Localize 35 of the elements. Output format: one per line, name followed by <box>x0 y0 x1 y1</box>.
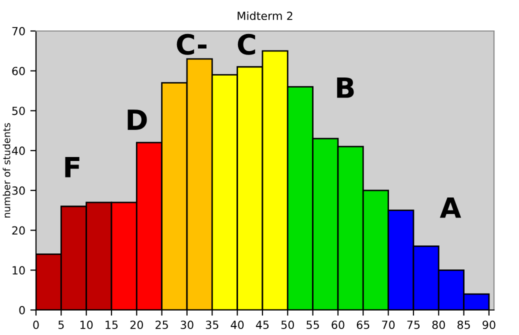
annotation: C <box>238 34 256 55</box>
x-tick-label: 45 <box>256 320 269 330</box>
x-tick-label: 0 <box>33 320 39 330</box>
x-tick-label: 25 <box>156 320 168 330</box>
annotation: B <box>337 78 354 98</box>
annotation: F <box>65 157 80 178</box>
x-tick-label: 80 <box>432 320 445 330</box>
y-tick-label: 60 <box>12 66 25 76</box>
x-tick-label: 70 <box>382 320 395 330</box>
annotation: C- <box>176 34 206 55</box>
x-tick-label: 35 <box>206 320 218 330</box>
y-tick-label: 70 <box>12 26 25 36</box>
annotation: A <box>440 197 462 218</box>
annotation: D <box>128 110 147 130</box>
x-tick-label: 15 <box>106 320 118 330</box>
x-tick-label: 55 <box>306 320 319 330</box>
x-tick-label: 90 <box>482 320 496 330</box>
x-tick-label: 85 <box>457 320 470 330</box>
y-tick-label: 30 <box>12 186 25 195</box>
x-tick-label: 65 <box>356 320 370 330</box>
x-tick-label: 75 <box>407 320 420 330</box>
y-tick-label: 50 <box>12 106 25 116</box>
y-tick-label: 20 <box>12 226 25 235</box>
x-tick-label: 40 <box>230 320 244 330</box>
x-tick-label: 20 <box>130 320 143 330</box>
x-tick-label: 5 <box>58 320 64 330</box>
x-tick-label: 30 <box>180 320 194 330</box>
x-tick-label: 50 <box>281 320 294 330</box>
x-tick-label: 60 <box>332 320 344 330</box>
chart-title: Midterm 2 <box>238 11 292 20</box>
x-tick-label: 10 <box>80 320 93 330</box>
y-axis-title: number of students <box>2 123 10 218</box>
y-tick-label: 0 <box>19 306 25 314</box>
y-tick-label: 10 <box>12 266 25 275</box>
y-tick-label: 40 <box>12 146 25 155</box>
